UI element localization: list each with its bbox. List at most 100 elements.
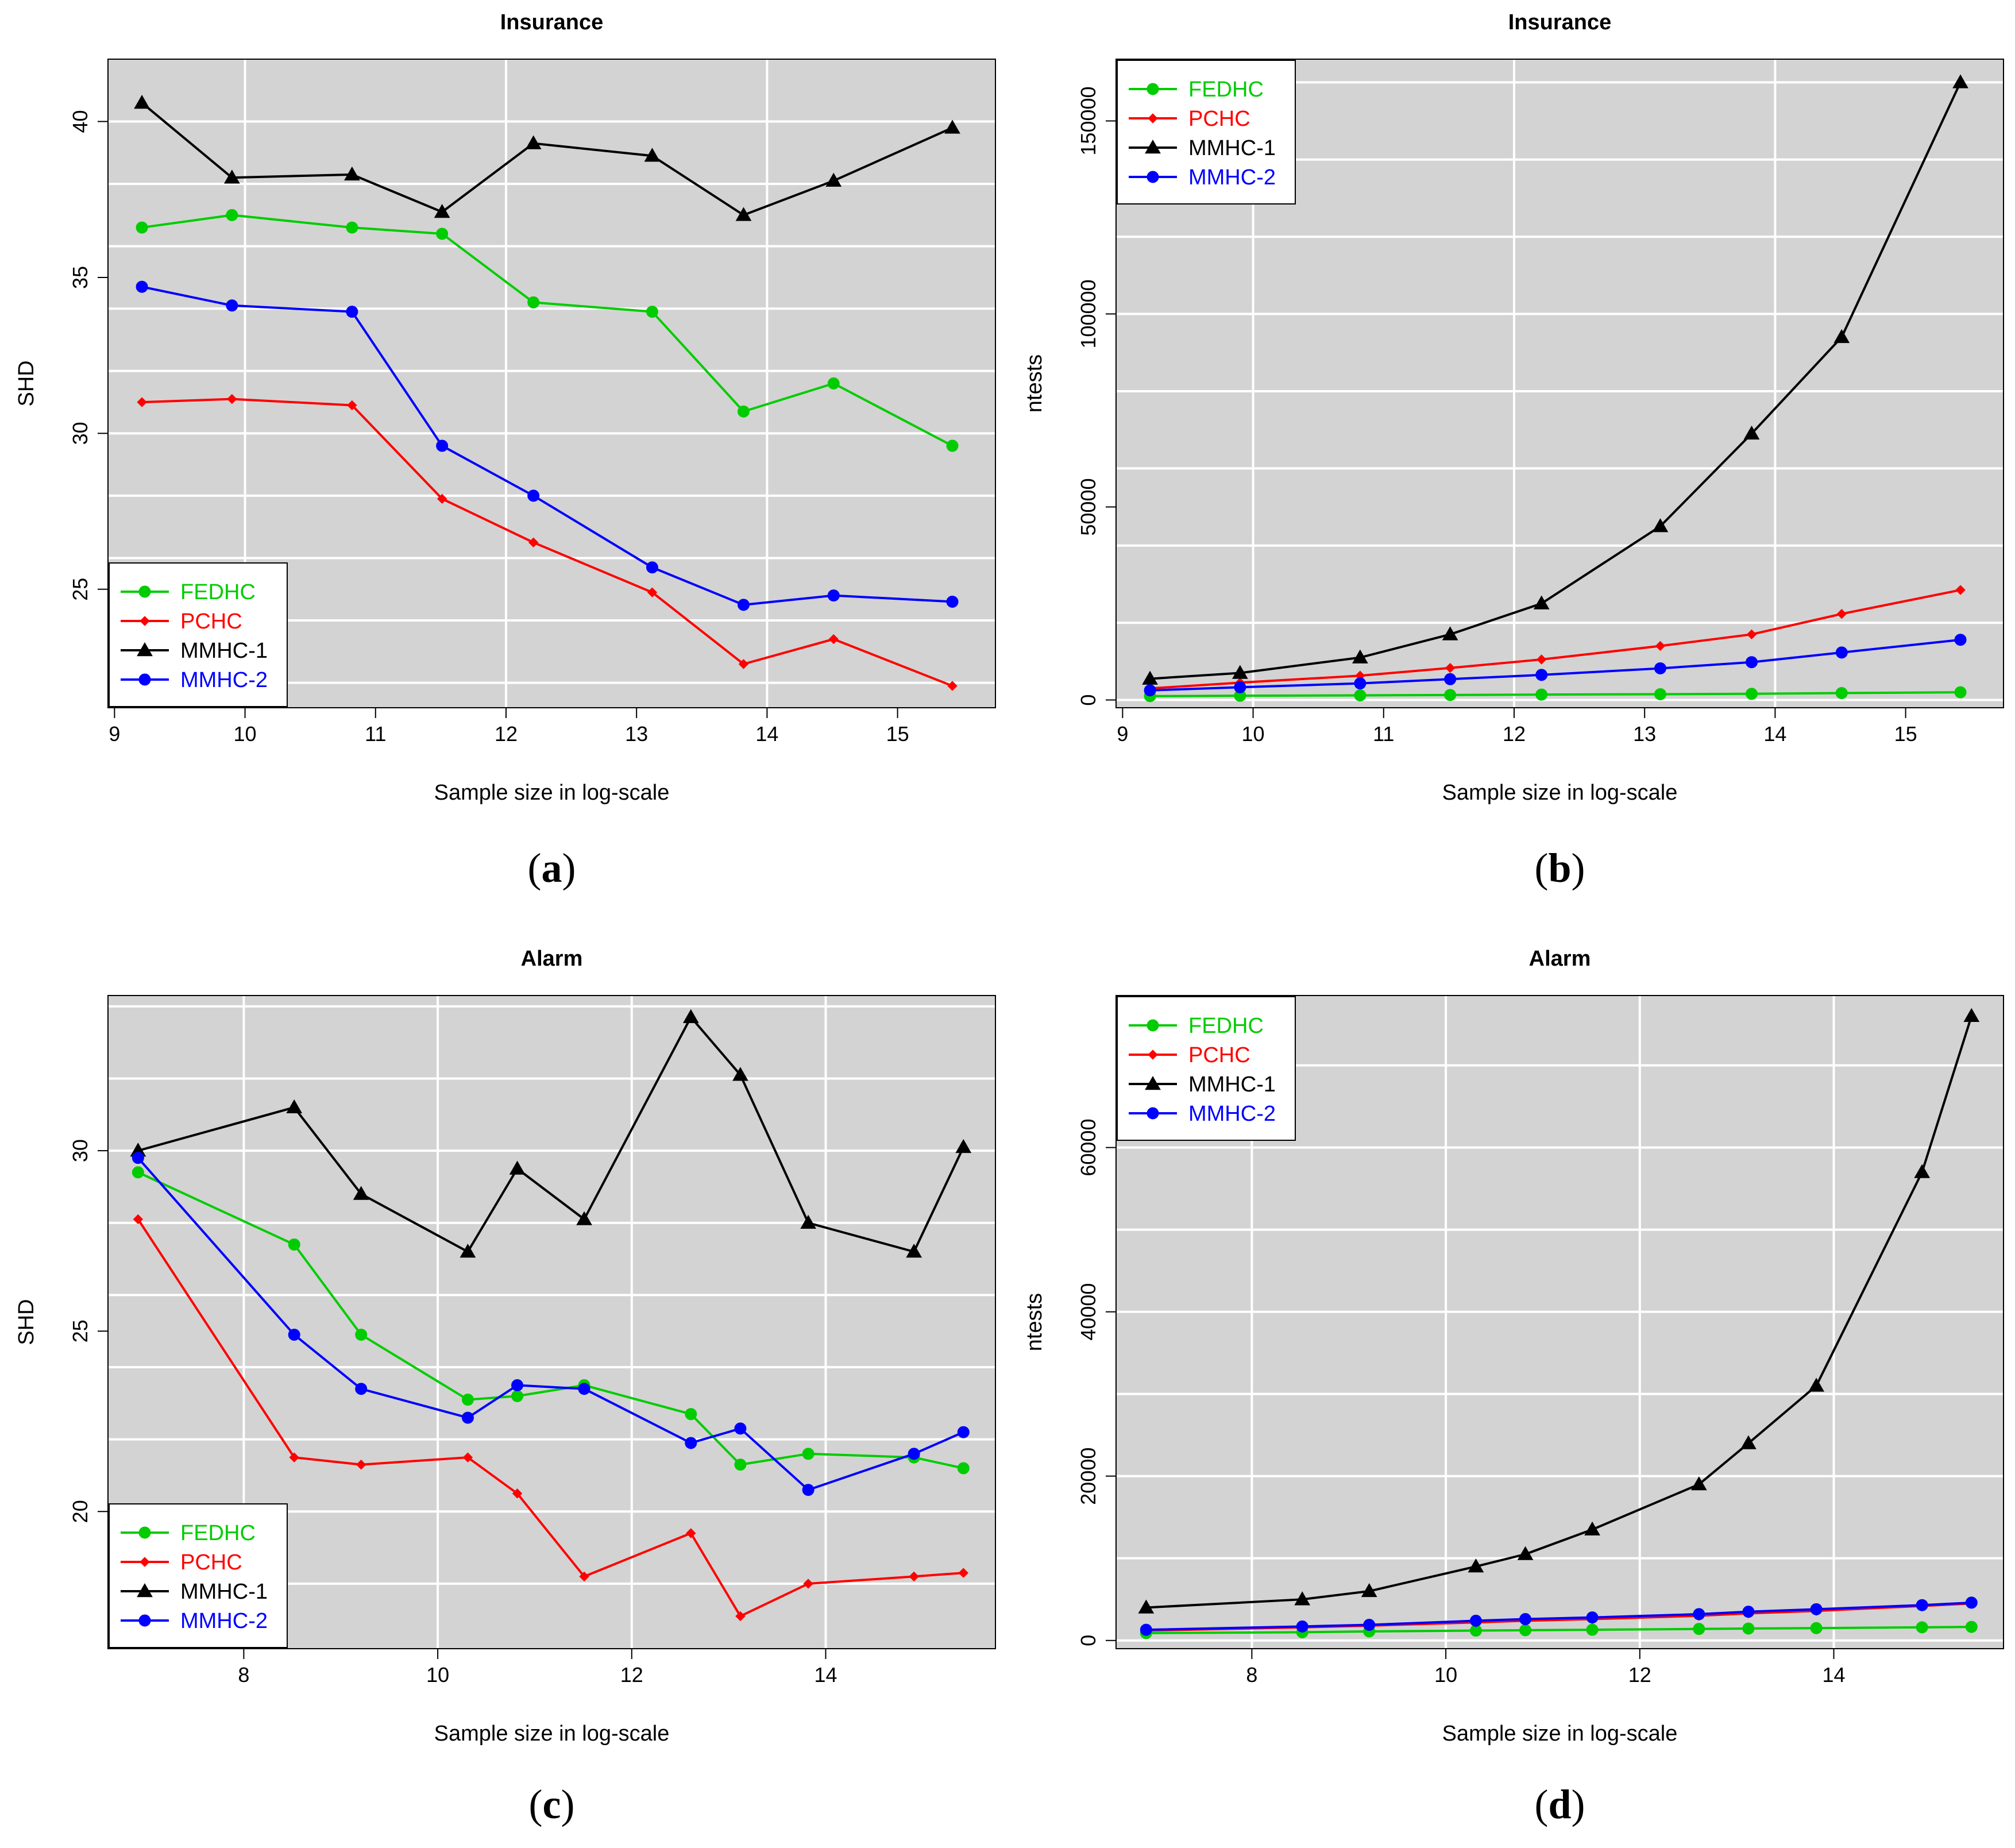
legend-marker-pchc bbox=[140, 616, 150, 626]
x-tick-label-3: 12 bbox=[1503, 722, 1526, 746]
data-point-fedhc-8 bbox=[1810, 1622, 1823, 1634]
data-point-pchc-6 bbox=[738, 659, 749, 669]
data-point-mmhc-1-4 bbox=[525, 135, 542, 149]
data-point-mmhc-1-7 bbox=[732, 1067, 748, 1081]
x-tick-label-5: 14 bbox=[1763, 722, 1786, 746]
data-point-mmhc-2-10 bbox=[1965, 1596, 1978, 1609]
data-point-mmhc-1-5 bbox=[576, 1211, 592, 1225]
y-axis-label: ntests bbox=[1022, 1293, 1047, 1351]
data-point-pchc-6 bbox=[686, 1528, 696, 1538]
legend-box bbox=[1117, 60, 1296, 205]
data-point-fedhc-2 bbox=[346, 221, 358, 234]
y-tick-label-3: 40 bbox=[68, 110, 92, 133]
data-point-mmhc-2-4 bbox=[1535, 669, 1548, 681]
data-point-mmhc-2-1 bbox=[226, 299, 238, 312]
data-point-fedhc-2 bbox=[1354, 689, 1367, 701]
data-point-pchc-4 bbox=[1536, 654, 1547, 665]
data-point-mmhc-1-10 bbox=[1963, 1008, 1980, 1023]
x-tick-label-1: 10 bbox=[1434, 1663, 1457, 1687]
data-point-fedhc-3 bbox=[1444, 689, 1457, 701]
data-point-pchc-7 bbox=[1836, 608, 1847, 619]
data-point-mmhc-1-8 bbox=[944, 119, 960, 134]
data-point-mmhc-1-9 bbox=[906, 1243, 922, 1258]
data-point-fedhc-4 bbox=[1519, 1624, 1532, 1637]
y-tick-label-1: 25 bbox=[68, 1320, 92, 1342]
data-point-mmhc-1-2 bbox=[1352, 649, 1368, 663]
x-tick-label-3: 14 bbox=[1822, 1663, 1845, 1687]
x-tick-label-2: 11 bbox=[1373, 722, 1394, 746]
data-point-mmhc-2-7 bbox=[827, 589, 840, 602]
data-point-mmhc-2-4 bbox=[511, 1379, 524, 1391]
data-point-fedhc-1 bbox=[288, 1238, 300, 1251]
data-point-pchc-2 bbox=[347, 400, 357, 411]
data-point-mmhc-2-8 bbox=[802, 1484, 815, 1496]
legend-label-pchc: PCHC bbox=[1188, 1043, 1250, 1067]
data-point-mmhc-2-1 bbox=[288, 1328, 300, 1341]
data-point-fedhc-7 bbox=[734, 1459, 747, 1471]
data-point-fedhc-4 bbox=[511, 1390, 524, 1402]
x-tick-label-0: 9 bbox=[1117, 722, 1128, 746]
legend-marker-mmhc-1 bbox=[1145, 139, 1161, 154]
data-point-pchc-9 bbox=[909, 1571, 919, 1582]
caption-letter: c bbox=[543, 1781, 561, 1827]
legend-marker-fedhc bbox=[1147, 1019, 1159, 1032]
data-point-fedhc-7 bbox=[827, 377, 840, 389]
data-point-pchc-8 bbox=[803, 1579, 813, 1589]
data-point-mmhc-1-2 bbox=[1361, 1583, 1377, 1598]
data-point-mmhc-2-8 bbox=[946, 595, 959, 608]
legend-label-mmhc-1: MMHC-1 bbox=[180, 1580, 268, 1604]
data-point-mmhc-1-3 bbox=[434, 203, 450, 218]
legend-label-fedhc: FEDHC bbox=[180, 580, 256, 604]
data-point-pchc-0 bbox=[133, 1214, 144, 1225]
data-point-pchc-3 bbox=[462, 1452, 473, 1463]
data-point-pchc-5 bbox=[647, 587, 658, 597]
data-point-mmhc-2-6 bbox=[737, 599, 750, 611]
caption-close-paren: ) bbox=[562, 845, 576, 891]
data-point-pchc-8 bbox=[1955, 585, 1966, 595]
data-point-mmhc-2-3 bbox=[436, 439, 449, 452]
panel-b: Insurance 9 10 11 12 13 14 15 0 50000 100000 150000… bbox=[1022, 10, 2004, 891]
data-point-fedhc-6 bbox=[1745, 688, 1758, 700]
data-point-mmhc-2-5 bbox=[578, 1383, 590, 1395]
data-point-fedhc-8 bbox=[802, 1448, 815, 1460]
data-point-mmhc-1-9 bbox=[1914, 1164, 1931, 1178]
legend-marker-mmhc-2 bbox=[1147, 1107, 1159, 1120]
legend-marker-pchc bbox=[140, 1557, 150, 1567]
data-point-mmhc-1-0 bbox=[134, 94, 150, 109]
data-point-fedhc-4 bbox=[527, 296, 540, 308]
data-point-pchc-4 bbox=[512, 1488, 523, 1499]
data-point-mmhc-1-1 bbox=[286, 1099, 303, 1113]
data-point-pchc-7 bbox=[735, 1611, 746, 1622]
x-axis-label: Sample size in log-scale bbox=[434, 781, 670, 805]
data-point-fedhc-2 bbox=[355, 1328, 368, 1341]
legend-label-fedhc: FEDHC bbox=[1188, 78, 1264, 102]
data-point-mmhc-2-7 bbox=[1742, 1606, 1755, 1618]
y-tick-label-3: 150000 bbox=[1076, 86, 1100, 155]
data-point-fedhc-1 bbox=[226, 209, 238, 221]
data-point-pchc-5 bbox=[1655, 641, 1666, 651]
x-tick-label-1: 10 bbox=[1242, 722, 1265, 746]
data-point-mmhc-1-1 bbox=[223, 169, 240, 184]
panel-a: Insurance 9 10 11 12 13 14 15 25 30 35 40 Sample siz… bbox=[14, 10, 996, 891]
data-point-mmhc-2-10 bbox=[957, 1426, 970, 1438]
legend-label-mmhc-2: MMHC-2 bbox=[180, 1609, 268, 1633]
data-point-mmhc-1-3 bbox=[1468, 1558, 1484, 1573]
x-tick-label-0: 9 bbox=[109, 722, 120, 746]
caption-letter: d bbox=[1548, 1781, 1571, 1827]
data-point-pchc-1 bbox=[289, 1452, 299, 1463]
data-point-mmhc-2-5 bbox=[1654, 662, 1666, 674]
x-axis-label: Sample size in log-scale bbox=[434, 1722, 670, 1746]
legend-label-fedhc: FEDHC bbox=[180, 1521, 256, 1545]
data-point-fedhc-6 bbox=[1693, 1623, 1705, 1635]
legend: FEDHC PCHC MMHC-1 MMHC-2 bbox=[1117, 996, 1296, 1141]
y-tick-label-1: 30 bbox=[68, 422, 92, 445]
data-point-mmhc-2-3 bbox=[1469, 1614, 1482, 1627]
y-axis-label: SHD bbox=[14, 360, 38, 406]
data-point-mmhc-1-1 bbox=[1232, 665, 1248, 679]
data-point-mmhc-2-9 bbox=[1916, 1599, 1928, 1611]
data-point-fedhc-7 bbox=[1835, 686, 1848, 699]
chart-title: Insurance bbox=[500, 10, 604, 34]
legend-label-fedhc: FEDHC bbox=[1188, 1014, 1264, 1038]
data-point-mmhc-1-6 bbox=[682, 1009, 699, 1023]
